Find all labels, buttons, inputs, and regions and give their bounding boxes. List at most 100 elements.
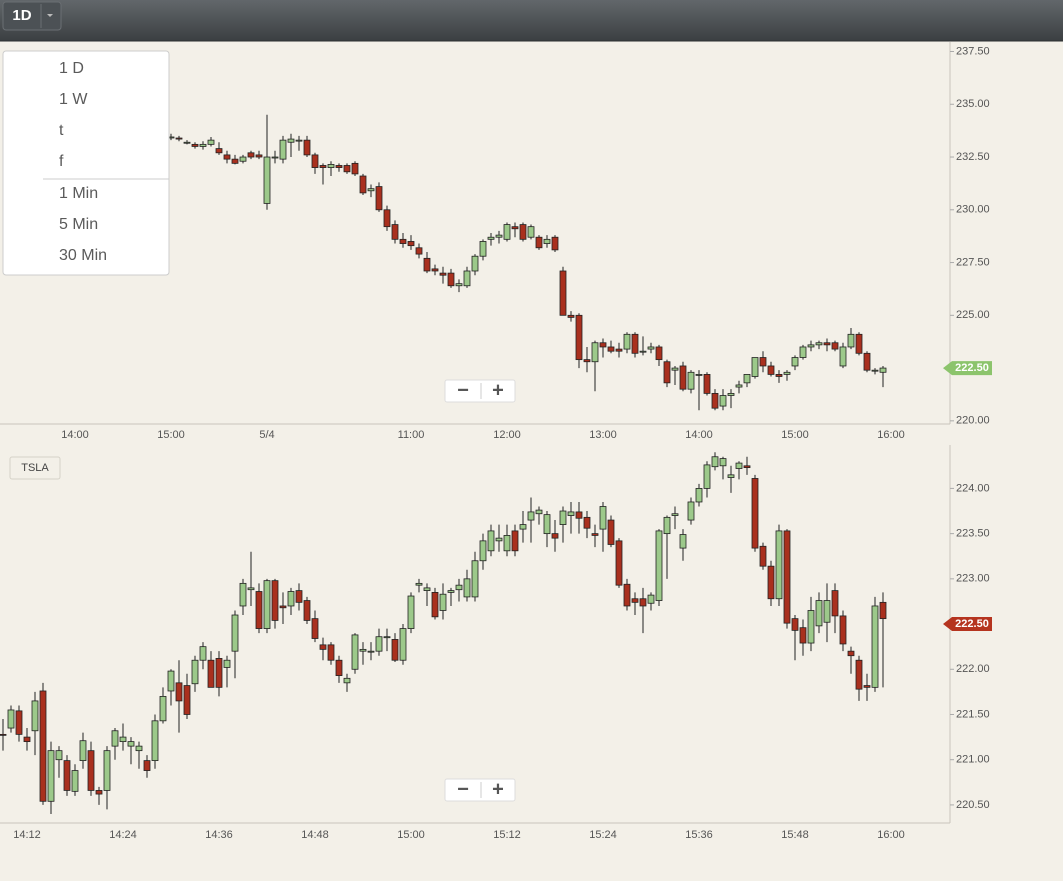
candle-body xyxy=(551,236,559,251)
candle-body xyxy=(575,511,583,519)
candle-body xyxy=(727,474,735,478)
zoom-in[interactable]: + xyxy=(492,379,504,401)
candle-body xyxy=(703,464,711,489)
candle-body xyxy=(671,513,679,516)
candle-body xyxy=(199,646,207,661)
period-button[interactable] xyxy=(2,1,62,31)
candle-body xyxy=(375,636,383,652)
y-tick-label: 221.50 xyxy=(956,708,990,720)
candle-body xyxy=(95,790,103,795)
candle-body xyxy=(311,154,319,168)
menu-panel xyxy=(2,50,170,276)
y-tick-label: 223.50 xyxy=(956,528,990,540)
zoom-box xyxy=(444,778,516,802)
x-tick-label: 14:48 xyxy=(301,829,329,841)
candle-body xyxy=(671,367,679,371)
candle-body xyxy=(735,462,743,469)
candle-body xyxy=(599,342,607,348)
candle-body xyxy=(647,594,655,604)
candle-body xyxy=(479,241,487,257)
menu-item[interactable]: 30 Min xyxy=(59,247,107,264)
candle-body xyxy=(583,359,591,363)
candle-body xyxy=(831,590,839,617)
candle-body xyxy=(711,456,719,468)
candle-body xyxy=(391,639,399,661)
candle-body xyxy=(111,730,119,747)
candle-body xyxy=(583,516,591,529)
candle-body xyxy=(679,365,687,390)
candle-body xyxy=(255,591,263,629)
menu-item[interactable]: 1 D xyxy=(59,60,84,77)
candle-body xyxy=(767,365,775,375)
candle-body xyxy=(359,648,367,652)
candle-body xyxy=(175,682,183,702)
candle-body xyxy=(551,533,559,539)
menu-item[interactable]: t xyxy=(59,122,64,139)
last-price-label: 222.50 xyxy=(955,618,989,630)
x-tick-label: 15:00 xyxy=(157,429,185,441)
candle-body xyxy=(15,710,23,735)
zoom-out[interactable]: − xyxy=(457,778,469,800)
period-label[interactable]: 1D xyxy=(12,7,31,24)
candle-body xyxy=(319,644,327,650)
candle-body xyxy=(263,580,271,629)
candle-body xyxy=(463,270,471,287)
candle-body xyxy=(719,458,727,467)
candle-body xyxy=(679,534,687,549)
menu-item[interactable]: 1 W xyxy=(59,91,88,108)
candle-body xyxy=(855,333,863,354)
zoom-in[interactable]: + xyxy=(492,778,504,800)
menu-item[interactable]: f xyxy=(59,153,64,170)
candle-body xyxy=(871,605,879,688)
candle-body xyxy=(455,584,463,591)
x-tick-label: 15:12 xyxy=(493,829,521,841)
candle-body xyxy=(167,670,175,692)
zoom-out[interactable]: − xyxy=(457,379,469,401)
candle-body xyxy=(607,346,615,352)
candle-body xyxy=(423,257,431,272)
candle-body xyxy=(567,314,575,318)
dropdown-arrow[interactable] xyxy=(47,14,53,17)
candle-body xyxy=(759,545,767,567)
candle-body xyxy=(223,154,231,160)
candle-body xyxy=(695,374,703,376)
candle-body xyxy=(775,374,783,377)
candle-body xyxy=(119,736,127,743)
candle-body xyxy=(295,590,303,603)
candle-body xyxy=(319,165,327,168)
candle-body xyxy=(175,137,183,140)
y-tick-label: 222.00 xyxy=(956,663,990,675)
candle-body xyxy=(879,367,887,373)
candle-body xyxy=(439,593,447,611)
candle-body xyxy=(431,592,439,618)
candle-body xyxy=(871,369,879,372)
menu-item[interactable]: 5 Min xyxy=(59,216,98,233)
candle-body xyxy=(63,760,71,791)
candle-body xyxy=(231,614,239,652)
candle-body xyxy=(423,587,431,591)
menu-item[interactable]: 1 Min xyxy=(59,185,98,202)
candle-body xyxy=(87,750,95,791)
candle-body xyxy=(775,530,783,600)
y-tick-label: 232.50 xyxy=(956,151,990,163)
candle-body xyxy=(439,272,447,276)
x-tick-label: 13:00 xyxy=(589,429,617,441)
candle-body xyxy=(727,392,735,396)
candle-body xyxy=(535,509,543,515)
last-price-marker xyxy=(943,361,992,376)
candle-body xyxy=(191,659,199,685)
candle-body xyxy=(399,628,407,661)
charts: 220.00 222.50 225.00 227.50 230.00 232.50 235.… xyxy=(0,42,992,841)
candle-body xyxy=(239,156,247,162)
y-tick-label: 227.50 xyxy=(956,256,990,268)
candle-body xyxy=(263,156,271,204)
candle-body xyxy=(799,627,807,644)
candle-body xyxy=(839,615,847,645)
candle-body xyxy=(471,255,479,272)
candle-body xyxy=(615,540,623,586)
y-tick-label: 235.00 xyxy=(956,98,990,110)
candle-body xyxy=(703,374,711,394)
candle-body xyxy=(159,695,167,722)
y-tick-label: 220.50 xyxy=(956,799,990,811)
